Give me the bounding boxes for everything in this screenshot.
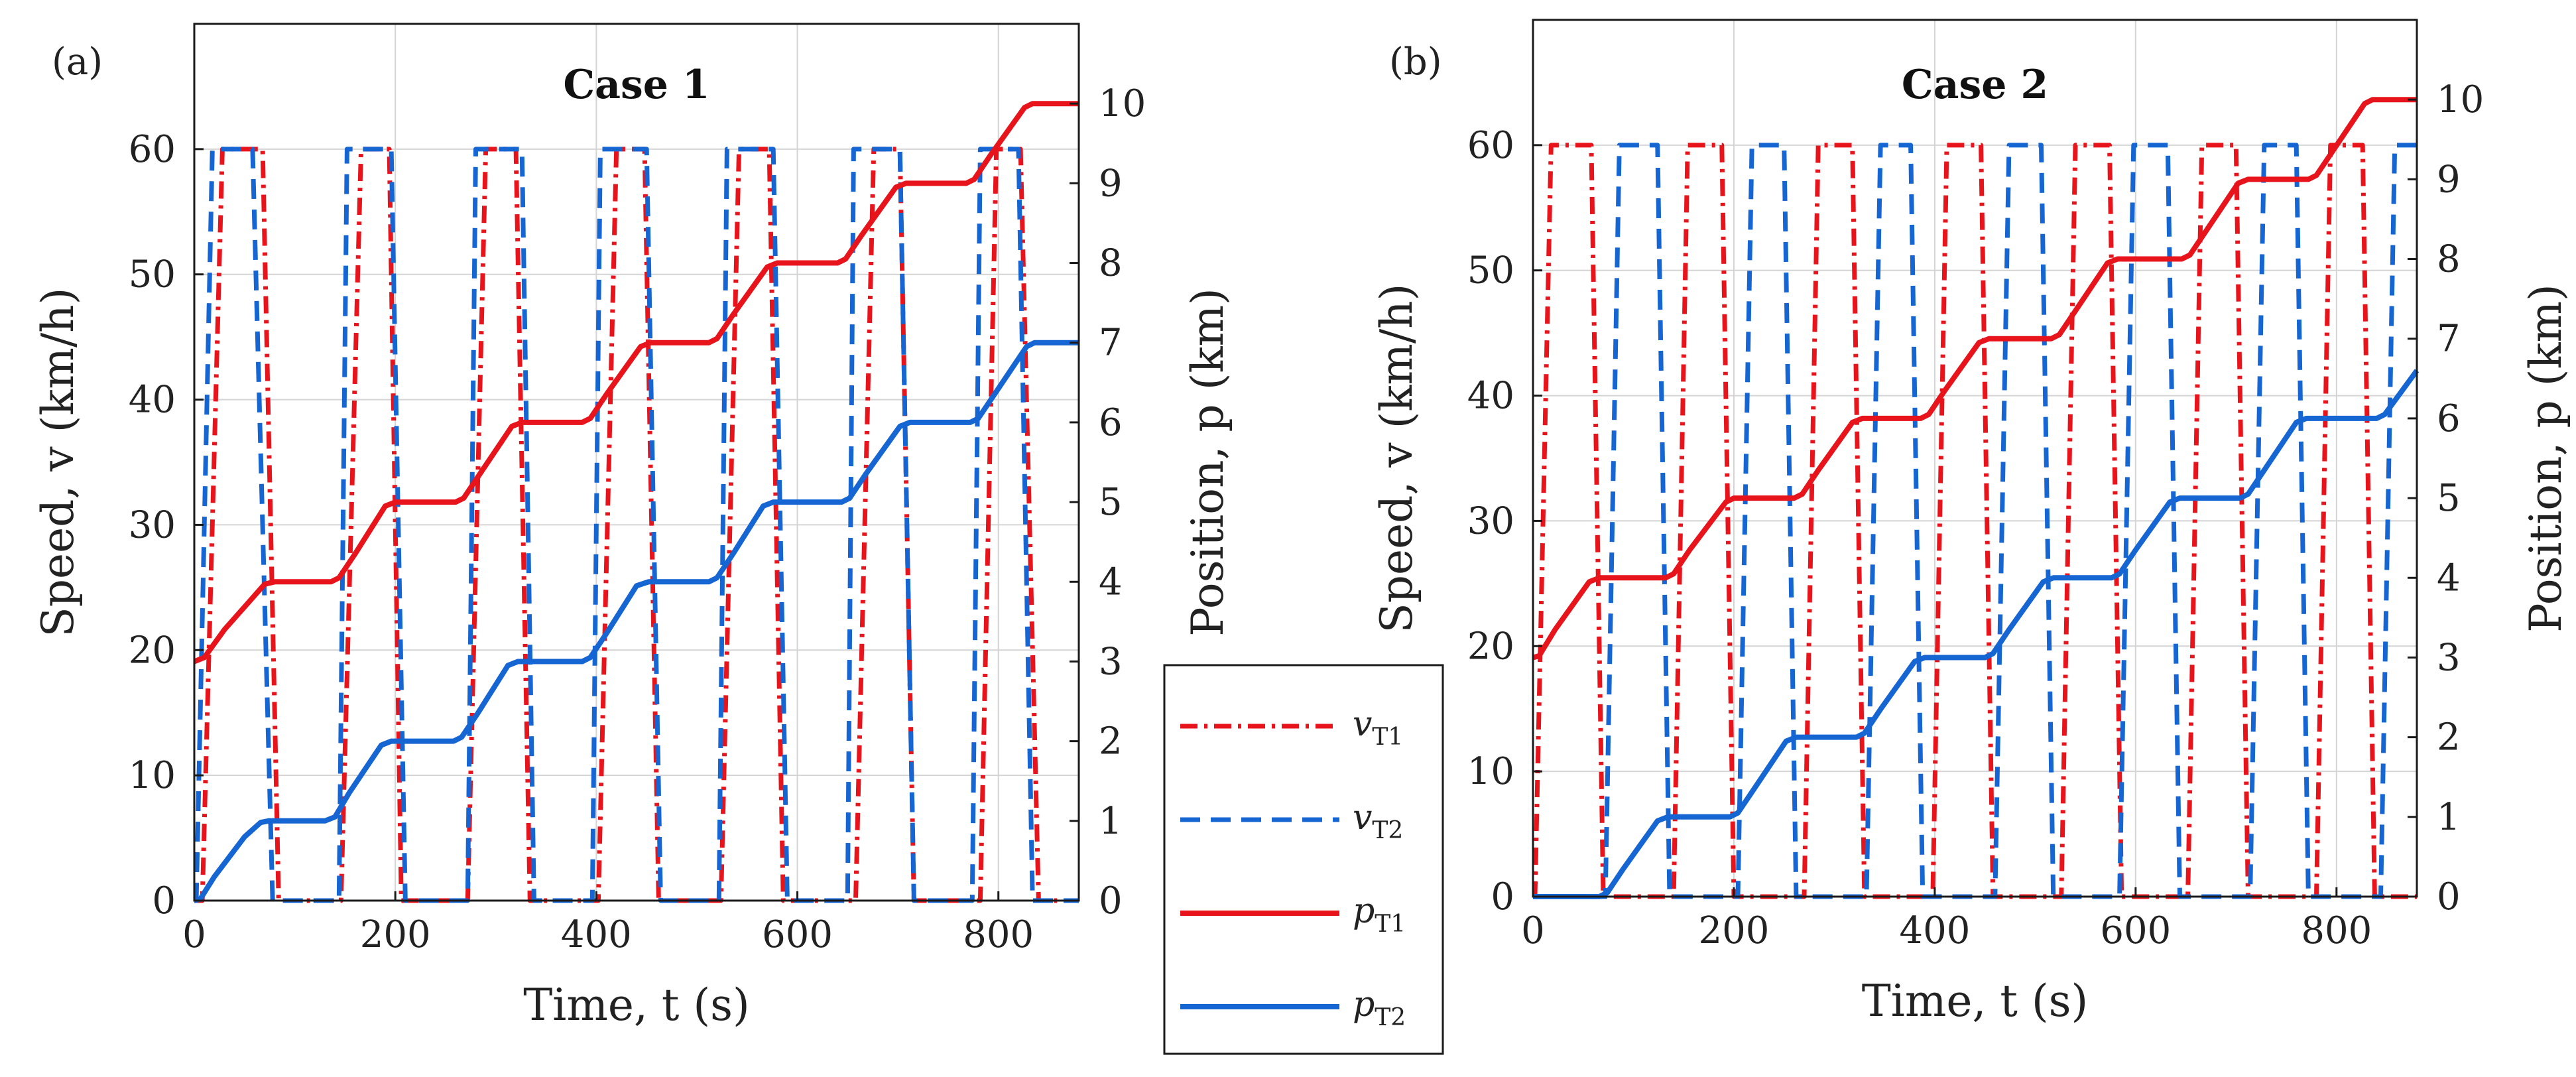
- series-line-pT2: [193, 340, 1079, 903]
- chart-case-2: (b) 0 200 400 600 80001020304050600123456789…: [1371, 19, 2571, 1027]
- y-tick-label-left: 10: [129, 754, 176, 797]
- y-tick-label-left: 0: [1491, 875, 1514, 919]
- y-tick-label-left: 50: [1467, 249, 1514, 292]
- y-tick-label-right: 0: [1099, 879, 1123, 922]
- x-tick-label: 600: [2100, 909, 2171, 952]
- y-tick-label-left: 20: [1467, 625, 1514, 668]
- y-tick-label-left: 40: [129, 379, 176, 422]
- y-tick-label-right: 7: [1099, 322, 1123, 365]
- y-tick-label-left: 30: [1467, 499, 1514, 542]
- panel-label-a: (a): [52, 40, 103, 84]
- legend-label-pT2: pT2: [1353, 985, 1406, 1031]
- y-tick-label-right: 9: [2437, 158, 2461, 201]
- y-tick-label-left: 10: [1467, 750, 1514, 793]
- y-tick-label-right: 2: [1099, 720, 1123, 763]
- series-line-pT1: [193, 101, 1079, 665]
- y-tick-label-left: 50: [129, 253, 176, 296]
- legend: vT1 vT2 pT1 pT2: [1163, 664, 1444, 1055]
- y-tick-label-right: 1: [1099, 800, 1123, 843]
- y-tick-label-right: 4: [2437, 556, 2461, 600]
- y-tick-label-right: 8: [2437, 238, 2461, 281]
- y-tick-label-right: 4: [1099, 560, 1123, 603]
- plot-frame: [1532, 19, 2418, 898]
- legend-box: [1163, 664, 1444, 1055]
- plot-frame: [193, 23, 1080, 902]
- y-tick-label-left: 20: [129, 629, 176, 672]
- y-tick-label-right: 6: [1099, 401, 1123, 444]
- y-tick-label-right: 3: [2437, 636, 2461, 679]
- x-axis-label: Time, t (s): [1862, 976, 2089, 1027]
- y-axis-label-left: Speed, v (km/h): [1371, 284, 1422, 633]
- x-tick-label: 0: [1521, 909, 1545, 952]
- y-axis-label-left: Speed, v (km/h): [32, 288, 84, 637]
- legend-label-vT2: vT2: [1353, 798, 1403, 844]
- y-tick-label-right: 3: [1099, 640, 1123, 683]
- y-tick-label-left: 40: [1467, 375, 1514, 418]
- y-tick-label-right: 5: [1099, 481, 1123, 524]
- series-line-pT2: [1533, 369, 2420, 899]
- y-tick-label-left: 0: [152, 879, 176, 922]
- y-axis-label-right: Position, p (km): [2520, 284, 2571, 633]
- panel-label-b: (b): [1389, 40, 1442, 84]
- legend-label-vT1: vT1: [1353, 704, 1403, 751]
- x-tick-label: 400: [1899, 909, 1970, 952]
- x-tick-label: 800: [963, 913, 1034, 956]
- series-line-pT1: [1532, 97, 2417, 661]
- y-tick-label-right: 0: [2437, 875, 2461, 919]
- y-tick-label-right: 1: [2437, 796, 2461, 839]
- y-tick-label-left: 60: [129, 128, 176, 171]
- x-tick-label: 200: [1699, 909, 1770, 952]
- chart-title: Case 1: [563, 62, 709, 108]
- y-tick-label-right: 8: [1099, 242, 1123, 285]
- y-tick-label-left: 30: [129, 503, 176, 546]
- y-axis-label-right: Position, p (km): [1182, 288, 1233, 637]
- x-tick-label: 800: [2301, 909, 2372, 952]
- chart-title: Case 2: [1902, 62, 2048, 108]
- y-tick-label-right: 6: [2437, 397, 2461, 440]
- chart-case-1: (a) 0 200 400 600 80001020304050600123456789…: [32, 23, 1233, 1031]
- y-tick-label-right: 2: [2437, 716, 2461, 759]
- x-tick-label: 400: [561, 913, 632, 956]
- x-axis-label: Time, t (s): [523, 980, 750, 1031]
- y-tick-label-right: 9: [1099, 162, 1123, 205]
- y-tick-label-right: 10: [1099, 82, 1146, 125]
- legend-label-pT1: pT1: [1353, 891, 1406, 938]
- y-tick-label-right: 7: [2437, 318, 2461, 361]
- y-tick-label-right: 5: [2437, 477, 2461, 520]
- y-tick-label-right: 10: [2437, 78, 2484, 121]
- y-tick-label-left: 60: [1467, 124, 1514, 167]
- x-tick-label: 0: [182, 913, 206, 956]
- x-tick-label: 200: [360, 913, 431, 956]
- x-tick-label: 600: [762, 913, 833, 956]
